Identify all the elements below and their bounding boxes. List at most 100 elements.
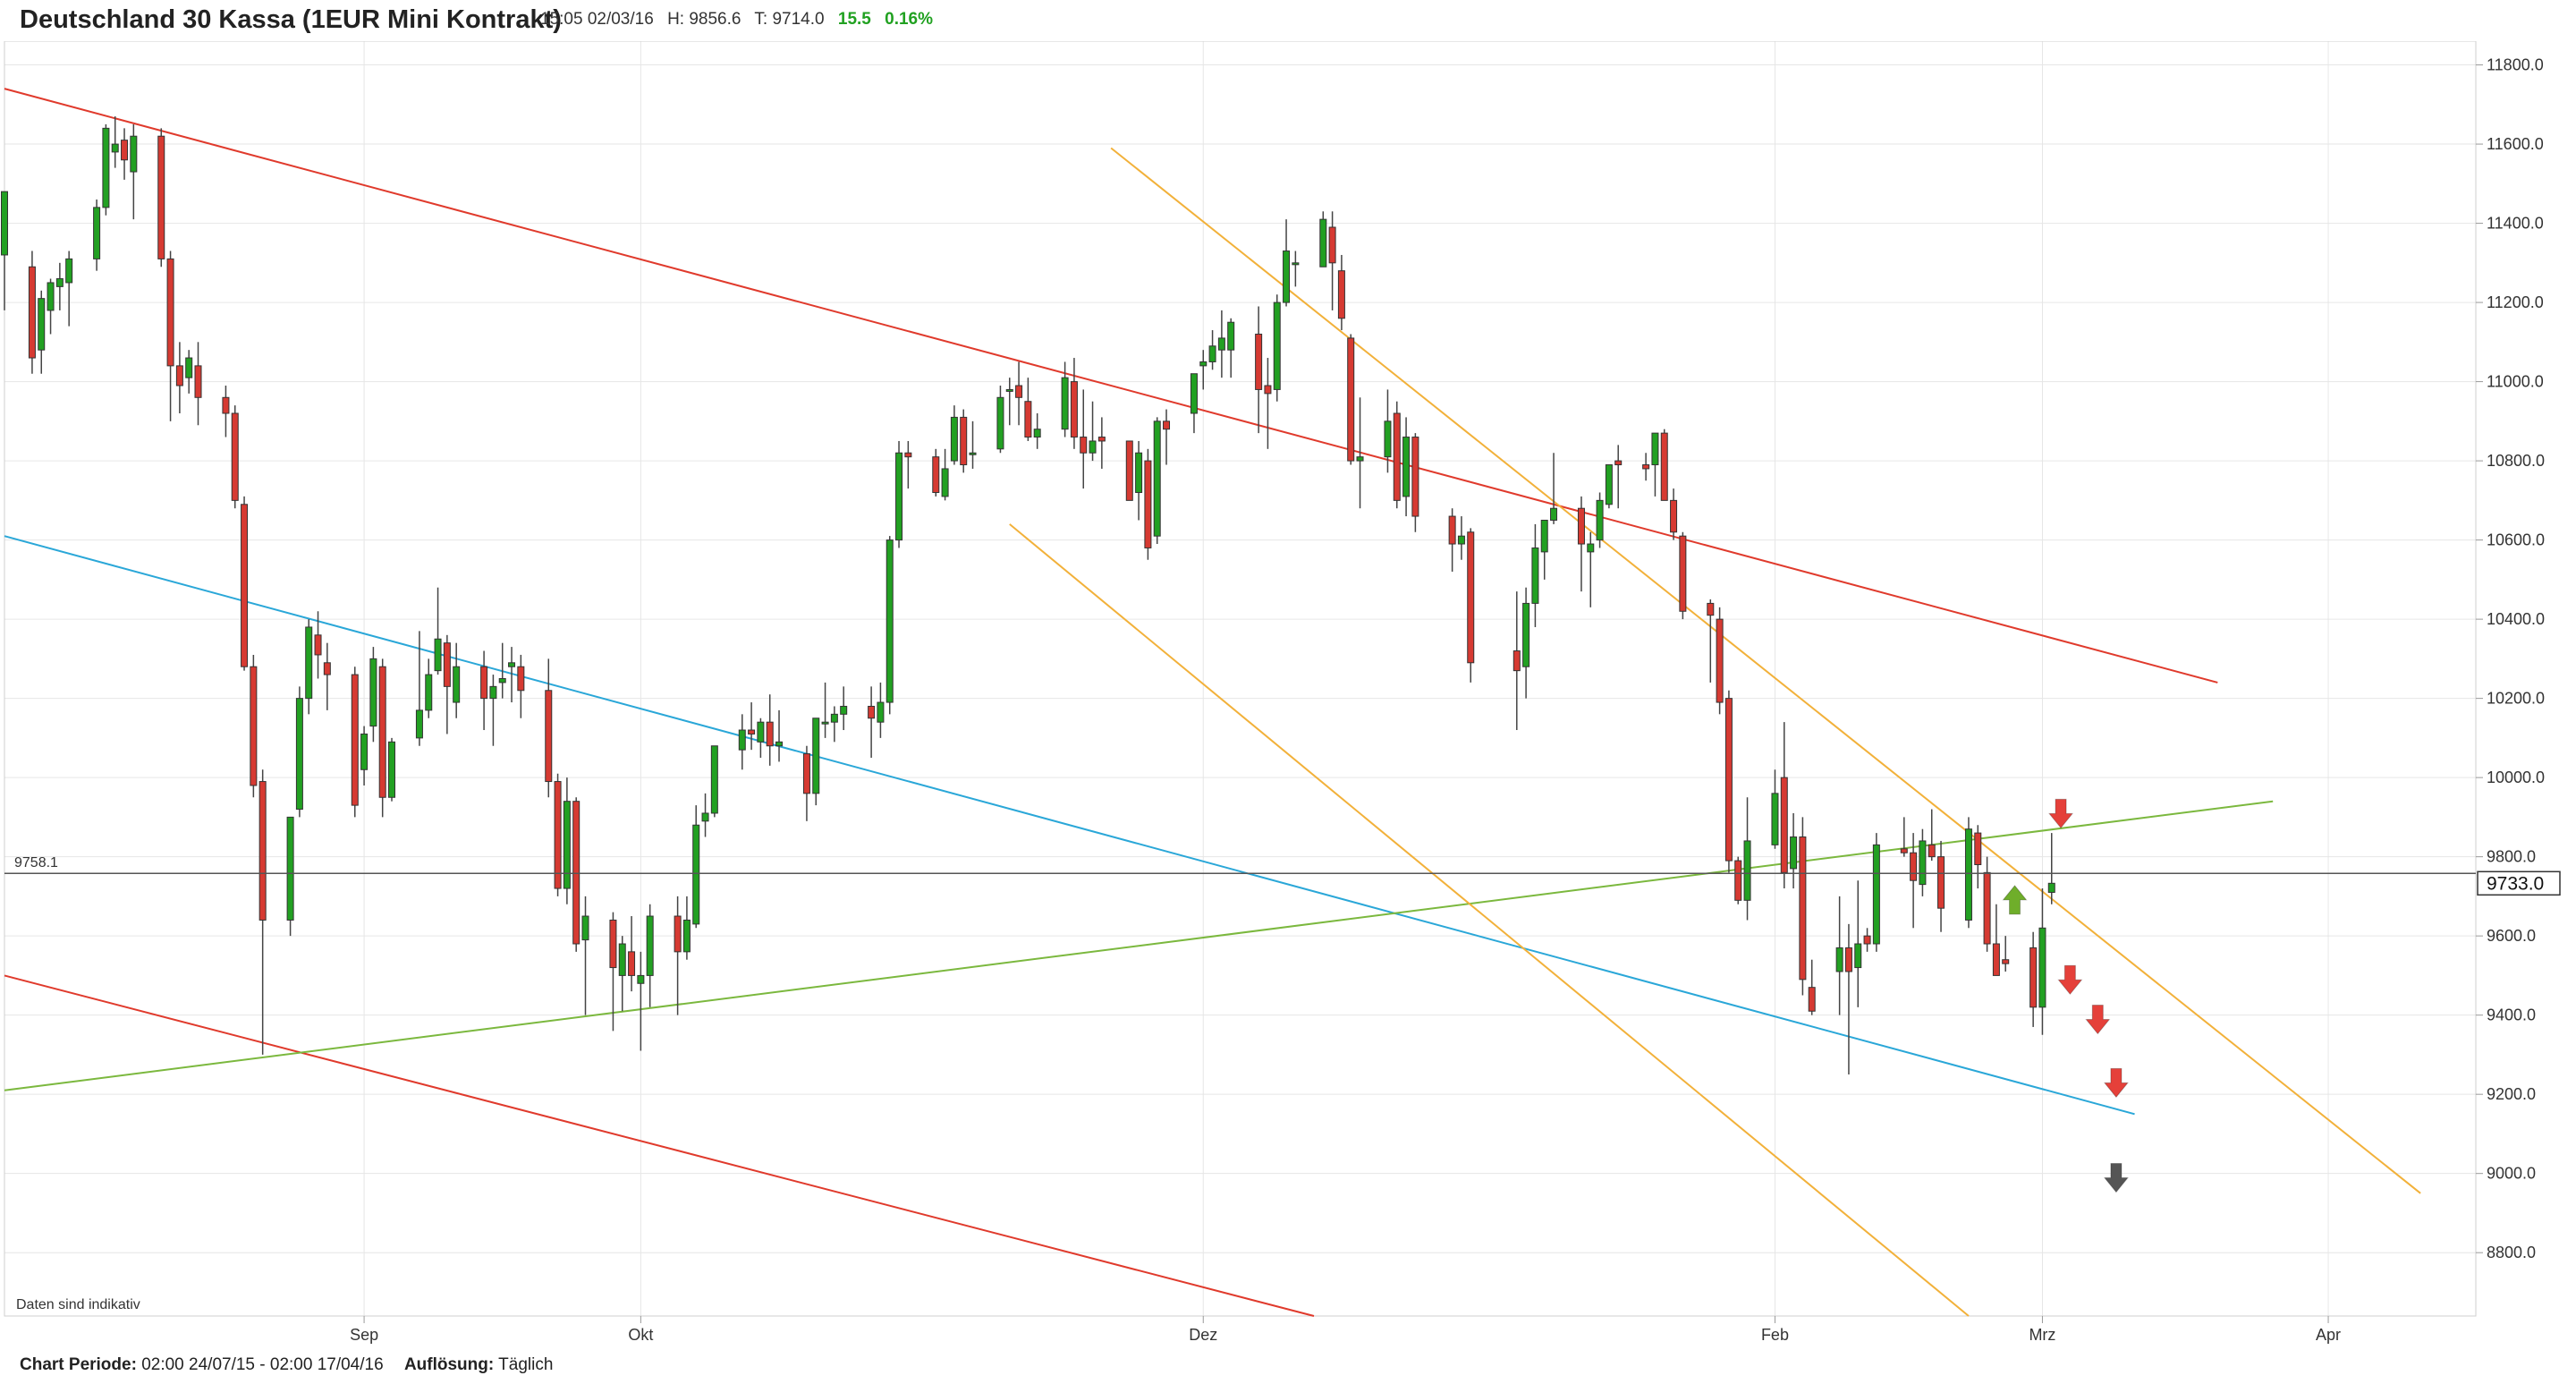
candle[interactable] xyxy=(646,904,654,1007)
candle[interactable] xyxy=(231,405,239,509)
candle[interactable] xyxy=(1983,856,1991,952)
candle[interactable] xyxy=(1264,358,1272,449)
candle[interactable] xyxy=(1190,373,1198,434)
candle[interactable] xyxy=(388,737,396,802)
candle[interactable] xyxy=(1790,812,1798,889)
candle[interactable] xyxy=(1411,433,1419,532)
candle[interactable] xyxy=(1005,378,1013,426)
candle[interactable] xyxy=(1743,797,1751,921)
candle[interactable] xyxy=(572,797,580,952)
candle[interactable] xyxy=(1097,417,1106,469)
candle[interactable] xyxy=(425,658,433,718)
candle[interactable] xyxy=(1707,599,1715,683)
candle[interactable] xyxy=(701,793,709,837)
candle[interactable] xyxy=(1614,445,1623,509)
candle[interactable] xyxy=(1992,904,2000,976)
candle[interactable] xyxy=(969,420,977,469)
candle[interactable] xyxy=(1540,519,1548,580)
candle[interactable] xyxy=(950,405,958,465)
candle[interactable] xyxy=(185,350,193,394)
candle[interactable] xyxy=(960,409,968,473)
candle[interactable] xyxy=(554,773,562,896)
candle[interactable] xyxy=(637,951,645,1051)
candle[interactable] xyxy=(821,682,829,738)
candle[interactable] xyxy=(1808,959,1816,1015)
candle[interactable] xyxy=(1522,587,1530,699)
candle[interactable] xyxy=(1448,508,1456,573)
candle[interactable] xyxy=(738,714,746,770)
candle[interactable] xyxy=(2002,936,2010,972)
candle[interactable] xyxy=(868,686,876,759)
candle[interactable] xyxy=(1771,769,1779,849)
candle[interactable] xyxy=(1070,358,1078,449)
candle[interactable] xyxy=(1724,690,1733,873)
candle[interactable] xyxy=(517,654,525,718)
candle[interactable] xyxy=(1577,496,1585,592)
candle[interactable] xyxy=(241,496,249,671)
candle[interactable] xyxy=(1974,825,1982,889)
candle[interactable] xyxy=(1780,722,1788,889)
candle[interactable] xyxy=(1513,591,1521,731)
candle[interactable] xyxy=(1900,817,1908,857)
candle[interactable] xyxy=(674,896,682,1015)
candle[interactable] xyxy=(453,642,461,718)
candle[interactable] xyxy=(996,386,1004,454)
candle[interactable] xyxy=(886,536,894,715)
candle[interactable] xyxy=(1283,219,1291,307)
candle[interactable] xyxy=(1328,211,1336,310)
candle[interactable] xyxy=(802,745,810,821)
candle[interactable] xyxy=(1208,330,1216,370)
candle[interactable] xyxy=(258,769,267,1055)
candle[interactable] xyxy=(434,587,442,675)
candle[interactable] xyxy=(1660,429,1668,501)
candle[interactable] xyxy=(710,745,718,818)
candle[interactable] xyxy=(314,611,322,679)
candle[interactable] xyxy=(508,647,516,703)
candle[interactable] xyxy=(1292,250,1300,287)
candle[interactable] xyxy=(1033,412,1041,449)
candle[interactable] xyxy=(1153,417,1161,545)
candle[interactable] xyxy=(1337,254,1345,331)
candle[interactable] xyxy=(628,916,636,992)
candle[interactable] xyxy=(1854,880,1862,1007)
candle[interactable] xyxy=(121,128,129,180)
candle[interactable] xyxy=(1964,817,1972,929)
candle[interactable] xyxy=(305,619,313,715)
candle[interactable] xyxy=(1384,389,1392,473)
candle[interactable] xyxy=(1910,833,1918,929)
candle[interactable] xyxy=(609,912,617,1032)
candle[interactable] xyxy=(1199,350,1208,390)
candle[interactable] xyxy=(1024,378,1032,441)
candle[interactable] xyxy=(1,191,8,310)
candle[interactable] xyxy=(93,200,101,271)
candle[interactable] xyxy=(194,342,202,426)
candle[interactable] xyxy=(1061,361,1069,437)
candle[interactable] xyxy=(757,717,765,759)
candle[interactable] xyxy=(1457,516,1465,560)
candle[interactable] xyxy=(2029,931,2038,1027)
candle[interactable] xyxy=(1144,448,1152,560)
candle[interactable] xyxy=(351,667,359,818)
candle[interactable] xyxy=(1227,318,1235,378)
candle[interactable] xyxy=(1163,409,1171,465)
candle[interactable] xyxy=(1919,828,1927,896)
candle[interactable] xyxy=(1844,923,1852,1075)
candle[interactable] xyxy=(102,123,110,216)
candle[interactable] xyxy=(1596,492,1604,548)
candle[interactable] xyxy=(111,116,119,168)
candle[interactable] xyxy=(1587,531,1595,607)
candle[interactable] xyxy=(1015,361,1023,426)
candle[interactable] xyxy=(812,717,820,806)
candle[interactable] xyxy=(895,440,903,548)
candle[interactable] xyxy=(1872,833,1880,952)
candle[interactable] xyxy=(748,702,756,751)
candle[interactable] xyxy=(1356,397,1364,509)
candlestick-chart[interactable]: 9758.1 11800.0 11600.0 11400.0 11200.0 11000… xyxy=(0,41,2576,1352)
candle[interactable] xyxy=(1135,440,1143,521)
candle[interactable] xyxy=(157,128,165,267)
candle[interactable] xyxy=(295,686,303,818)
candle[interactable] xyxy=(682,896,691,960)
candle[interactable] xyxy=(498,642,506,699)
candle[interactable] xyxy=(378,658,386,818)
candle[interactable] xyxy=(1531,523,1539,627)
